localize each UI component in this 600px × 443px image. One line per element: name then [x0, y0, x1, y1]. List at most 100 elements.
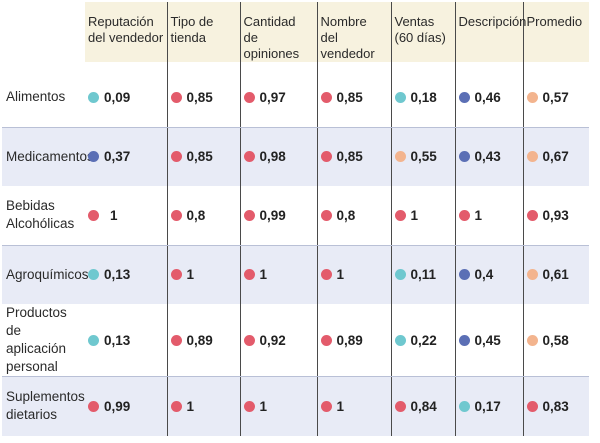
score-item: 0,97: [243, 90, 314, 105]
score-cell: 0,09: [85, 68, 168, 128]
score-dot-icon: [526, 400, 538, 412]
score-dot-icon: [243, 91, 255, 103]
score-item: 1: [458, 207, 520, 223]
score-cell: 0,84: [391, 376, 456, 436]
score-cell: 1: [240, 245, 318, 304]
score-dot-icon: [320, 151, 332, 163]
score-item: 0,85: [170, 149, 237, 165]
score-dot-icon: [320, 334, 332, 346]
score-value: 0,85: [186, 89, 213, 105]
score-item: 0,92: [243, 333, 314, 348]
score-value: 0,09: [104, 89, 131, 105]
score-dot-icon: [394, 151, 406, 163]
score-cell: 0,85: [167, 127, 241, 186]
header-gap: [317, 62, 392, 68]
score-dot-icon: [88, 400, 99, 412]
column-header-line: del vendedor: [88, 30, 164, 45]
column-header-line: Cantidad de: [243, 14, 296, 45]
score-value: 1: [474, 207, 483, 223]
table-row: Suplementos dietarios 0,99 1 1 1 0,84 0,17 0,83: [2, 376, 589, 436]
score-value: 0,99: [259, 207, 286, 223]
score-item: 1: [320, 399, 388, 414]
score-value: 0,93: [542, 207, 569, 223]
column-header: Nombre del vendedor: [317, 2, 392, 62]
score-item: 0,13: [88, 267, 164, 282]
table-header: Reputación del vendedor Tipo de tienda Canti…: [2, 2, 589, 68]
score-value: 1: [336, 267, 345, 283]
table-row: Medicamentos 0,37 0,85 0,98 0,85 0,55 0,43 0,67: [2, 127, 589, 186]
column-header-line: Nombre del: [320, 14, 367, 45]
score-value: 0,45: [474, 332, 501, 348]
header-gap: [167, 62, 241, 68]
score-value: 0,99: [104, 398, 131, 414]
score-value: 0,4: [474, 267, 494, 283]
score-item: 0,37: [88, 149, 164, 164]
header-gap: [85, 62, 168, 68]
score-value: 0,85: [186, 149, 213, 165]
row-label-line: Agroquímicos: [6, 266, 89, 282]
score-cell: 1: [455, 186, 524, 246]
table-body: Alimentos 0,09 0,85 0,97 0,85 0,18 0,46 0,57 Med…: [2, 68, 589, 436]
score-cell: 0,92: [240, 304, 318, 377]
score-dot-icon: [170, 151, 182, 163]
score-value: 0,8: [336, 207, 356, 223]
score-cell: 0,99: [85, 376, 168, 436]
score-cell: 0,55: [391, 127, 456, 186]
score-value: 0,58: [542, 332, 569, 348]
score-item: 0,4: [458, 267, 520, 283]
score-item: 0,84: [394, 399, 452, 414]
score-dot-icon: [458, 151, 470, 163]
score-cell: 0,83: [523, 377, 589, 436]
score-cell: 0,8: [317, 186, 392, 246]
score-item: 0,18: [394, 90, 452, 105]
score-cell: 0,11: [391, 245, 456, 304]
row-label: Suplementos dietarios: [2, 377, 85, 436]
score-dot-icon: [170, 209, 182, 221]
column-header-line: Reputación: [88, 14, 154, 29]
score-cell: 0,45: [455, 304, 524, 377]
score-dot-icon: [88, 151, 99, 163]
score-cell: 0,67: [523, 127, 589, 186]
score-cell: 0,13: [85, 304, 168, 377]
score-dot-icon: [526, 269, 538, 281]
score-cell: 0,99: [240, 186, 318, 246]
score-dot-icon: [320, 269, 332, 281]
score-item: 1: [170, 399, 237, 414]
header-gap: [455, 62, 524, 68]
score-value: 0,37: [104, 149, 131, 165]
score-value: 0,85: [336, 149, 363, 165]
score-item: 0,98: [243, 149, 314, 165]
score-value: 1: [186, 267, 195, 283]
score-dot-icon: [394, 334, 406, 346]
score-dot-icon: [394, 400, 406, 412]
score-dot-icon: [526, 334, 538, 346]
score-cell: 0,4: [455, 245, 524, 304]
row-label-line: dietarios: [6, 407, 58, 423]
score-cell: 1: [240, 376, 318, 436]
score-value: 0,98: [259, 149, 286, 165]
score-value: 0,55: [410, 149, 437, 165]
score-cell: 1: [85, 186, 168, 246]
score-dot-icon: [88, 334, 99, 346]
score-item: 1: [243, 399, 314, 414]
score-cell: 0,85: [317, 127, 392, 186]
score-value: 0,13: [104, 332, 131, 348]
score-item: 0,57: [526, 90, 587, 105]
score-dot-icon: [243, 151, 255, 163]
score-dot-icon: [88, 209, 99, 221]
score-item: 0,67: [526, 149, 587, 164]
score-dot-icon: [243, 400, 255, 412]
score-value: 0,85: [336, 89, 363, 105]
score-value: 0,22: [410, 332, 437, 348]
score-item: 1: [170, 267, 237, 283]
score-dot-icon: [526, 151, 538, 163]
score-item: 0,55: [394, 149, 452, 165]
score-value: 0,13: [104, 267, 131, 283]
score-cell: 0,8: [167, 186, 241, 246]
row-label-line: Suplementos: [6, 389, 85, 405]
score-cell: 1: [317, 245, 392, 304]
score-table: Reputación del vendedor Tipo de tienda Canti…: [2, 2, 589, 436]
score-item: 0,45: [458, 332, 520, 348]
header-gap: [240, 62, 318, 68]
score-dot-icon: [170, 269, 182, 281]
